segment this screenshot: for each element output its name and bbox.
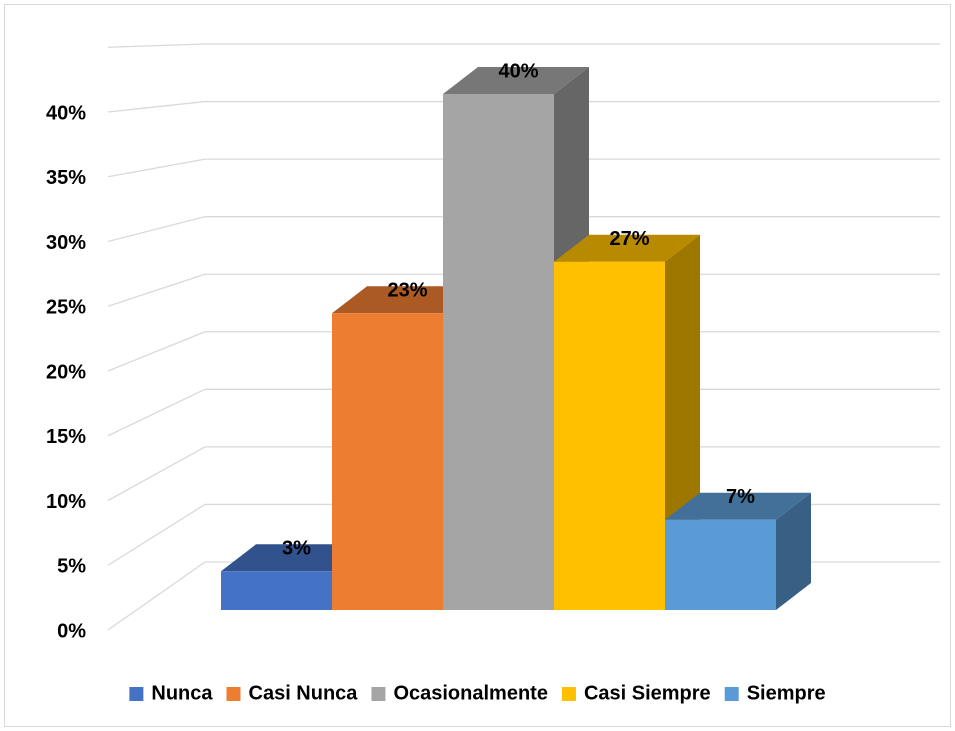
bar — [332, 313, 443, 610]
bar-side — [776, 492, 811, 610]
bar-top — [665, 492, 811, 520]
data-label: 7% — [726, 486, 755, 508]
bar — [665, 519, 776, 610]
bar-top — [221, 544, 367, 572]
grid-line — [107, 158, 206, 178]
legend-swatch — [129, 687, 144, 701]
grid-line — [107, 100, 206, 113]
y-tick-label: 35% — [46, 167, 86, 189]
legend-swatch — [371, 687, 386, 701]
grid-line — [107, 388, 206, 437]
grid-line — [107, 446, 206, 502]
grid-line — [107, 216, 206, 243]
data-label: 40% — [498, 60, 538, 82]
bar — [554, 261, 665, 610]
legend-swatch — [724, 687, 739, 701]
y-tick-label: 40% — [46, 102, 86, 124]
legend-label: Ocasionalmente — [393, 682, 548, 704]
legend-swatch — [561, 687, 576, 701]
grid-line — [107, 561, 206, 631]
y-tick-label: 30% — [46, 232, 86, 254]
wall-top — [107, 43, 206, 48]
data-label: 27% — [609, 228, 649, 250]
y-tick-label: 20% — [46, 361, 86, 383]
legend-label: Casi Siempre — [584, 682, 711, 704]
y-tick-label: 15% — [46, 426, 86, 448]
y-tick-label: 0% — [57, 620, 86, 642]
y-tick-label: 5% — [57, 556, 86, 578]
legend-swatch — [226, 687, 241, 701]
bar-top — [332, 286, 478, 314]
legend-label: Siempre — [747, 682, 826, 704]
grid-line — [107, 331, 206, 372]
grid-line — [107, 273, 206, 307]
bar — [221, 571, 332, 610]
y-tick-label: 25% — [46, 297, 86, 319]
data-label: 3% — [282, 538, 311, 560]
bar — [443, 94, 554, 610]
y-tick-label: 10% — [46, 491, 86, 513]
data-label: 23% — [387, 280, 427, 302]
legend-label: Nunca — [151, 682, 213, 704]
grid-line — [107, 503, 206, 566]
bar-top — [443, 67, 589, 94]
bar-top — [554, 234, 700, 262]
legend-label: Casi Nunca — [249, 682, 359, 704]
